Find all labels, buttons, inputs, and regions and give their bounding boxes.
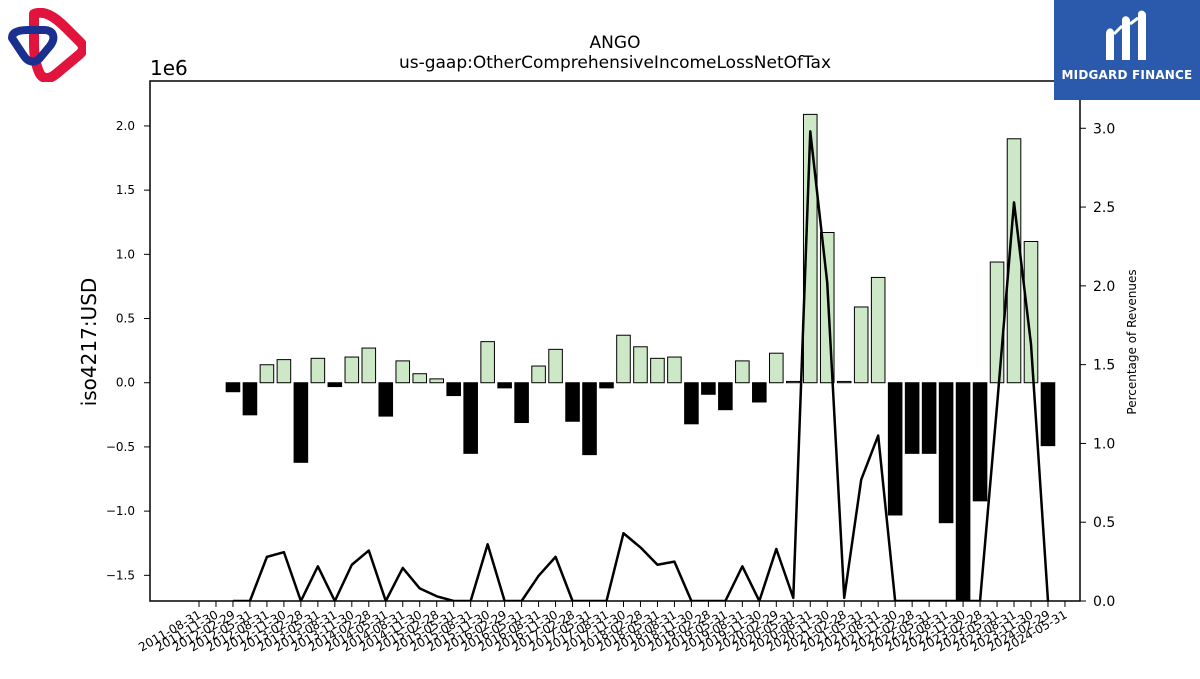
- bar-2018-11-30: [684, 382, 699, 425]
- bar-2013-08-31: [327, 382, 343, 388]
- brand-logo-box: MIDGARD FINANCE: [1054, 0, 1200, 100]
- y2-tick-label: 0.5: [1093, 515, 1115, 531]
- bar-2023-02-28: [972, 382, 988, 502]
- y-tick-label: 1.0: [116, 247, 135, 261]
- bar-2022-08-31: [938, 382, 954, 524]
- y2-axis-label: Percentage of Revenues: [1125, 269, 1139, 414]
- bar-2023-11-30: [1023, 240, 1039, 384]
- bar-2013-02-28: [293, 382, 309, 463]
- plot-frame: [149, 80, 1081, 602]
- bar-2014-08-31: [395, 360, 411, 384]
- y-tick-label: 0.5: [116, 312, 135, 326]
- bar-2012-02-29: [225, 382, 241, 393]
- y2-tick-label: 1.0: [1093, 436, 1115, 452]
- bar-2020-05-31: [785, 380, 801, 384]
- bar-2019-02-28: [701, 382, 716, 395]
- y2-tick-label: 0.0: [1093, 594, 1115, 610]
- bar-2018-08-31: [667, 356, 682, 384]
- bar-2012-05-31: [242, 382, 258, 416]
- bar-2013-05-31: [310, 357, 326, 384]
- bar-2019-08-31: [735, 360, 750, 384]
- bar-2018-05-31: [650, 357, 665, 384]
- bar-2018-02-28: [633, 346, 648, 384]
- y-multiplier: 1e6: [150, 56, 188, 80]
- bar-2015-05-31: [446, 382, 461, 397]
- bar-2021-11-30: [887, 382, 903, 516]
- y-tick-label: 1.5: [116, 183, 135, 197]
- bar-2012-11-30: [276, 359, 292, 384]
- bar-2013-11-30: [344, 356, 360, 384]
- bar-2021-02-28: [836, 380, 852, 384]
- chart-subtitle: us-gaap:OtherComprehensiveIncomeLossNetO…: [399, 53, 831, 73]
- y-tick-label: −1.0: [106, 504, 135, 518]
- bar-2015-02-28: [429, 378, 445, 384]
- bar-2019-11-30: [752, 382, 767, 403]
- bar-2022-11-30: [955, 382, 971, 601]
- y-tick-label: −1.5: [106, 568, 135, 582]
- brand-name: MIDGARD FINANCE: [1061, 68, 1193, 82]
- y2-tick-label: 1.5: [1093, 358, 1115, 374]
- axes-layer: −1.5 −1.0 −0.5 0.0 0.5 1.0 1.5 2.0 0.0 0.5 1.0 1.5 2…: [106, 119, 1115, 655]
- percentage-of-revenues-line: [232, 130, 1050, 601]
- line-layer: [232, 130, 1050, 601]
- y2-tick-label: 3.0: [1093, 121, 1115, 137]
- bar-2015-08-31: [463, 382, 478, 454]
- bar-2021-08-31: [870, 276, 886, 384]
- bar-2022-05-31: [921, 382, 937, 454]
- chart-title: ANGO: [590, 33, 641, 53]
- y-tick-label: 0.0: [116, 376, 135, 390]
- bar-2020-02-29: [769, 352, 784, 384]
- bar-2014-02-28: [361, 347, 377, 384]
- left-logo-icon: [8, 8, 86, 82]
- bar-2016-05-31: [514, 382, 529, 424]
- bar-2016-02-29: [497, 382, 512, 389]
- bar-2020-08-31: [802, 113, 818, 384]
- bar-2017-11-30: [616, 334, 631, 384]
- bar-2015-11-30: [480, 341, 495, 384]
- bar-2019-05-31: [718, 382, 733, 411]
- bar-2014-11-30: [412, 373, 428, 384]
- bar-2016-08-31: [531, 365, 546, 384]
- bar-2024-02-29: [1040, 382, 1056, 447]
- y-tick-label: 2.0: [116, 119, 135, 133]
- bars-layer: [225, 113, 1056, 601]
- y2-tick-label: 2.5: [1093, 200, 1115, 216]
- y-tick-label: −0.5: [106, 440, 135, 454]
- bar-2017-02-28: [565, 382, 580, 422]
- bar-2016-11-30: [548, 348, 563, 384]
- midgard-logo-icon: [1106, 10, 1146, 60]
- y-axis-label: iso4217:USD: [77, 278, 101, 407]
- bar-2017-08-31: [599, 382, 614, 389]
- bar-2017-05-31: [582, 382, 597, 456]
- bar-2012-08-31: [259, 364, 275, 384]
- bar-2022-02-28: [904, 382, 920, 454]
- bar-2021-05-31: [853, 306, 869, 384]
- bar-2014-05-31: [378, 382, 394, 417]
- y2-tick-label: 2.0: [1093, 279, 1115, 295]
- bar-2023-05-31: [989, 261, 1005, 384]
